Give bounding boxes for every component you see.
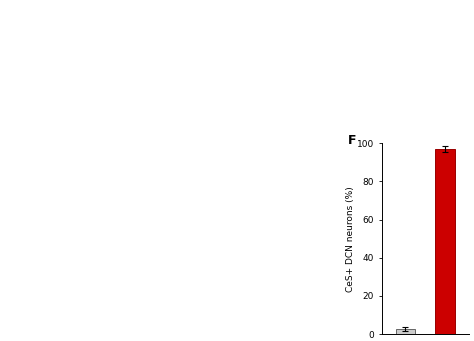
Bar [395,329,415,334]
Bar [436,149,456,334]
Y-axis label: CeS+ DCN neurons (%): CeS+ DCN neurons (%) [346,186,356,292]
Text: F: F [348,134,357,147]
